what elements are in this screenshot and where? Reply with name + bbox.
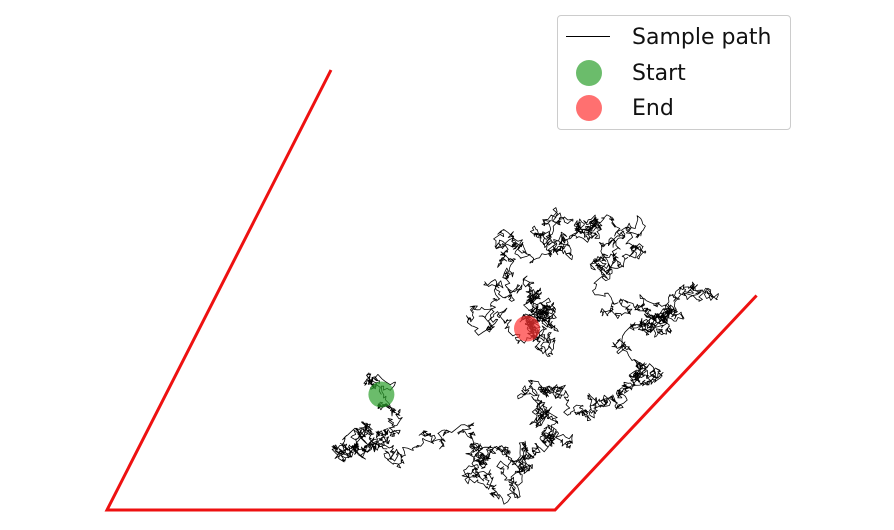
legend-entry-end: End (558, 91, 674, 125)
legend-label-start: Start (632, 60, 686, 86)
legend-line-swatch (558, 20, 620, 54)
legend: Sample path Start End (557, 15, 791, 130)
legend-end-swatch (558, 91, 620, 125)
sample-path-line (331, 207, 719, 505)
marker-layer (368, 315, 540, 408)
start-marker (368, 381, 395, 408)
boundary-layer (104, 69, 758, 512)
end-marker (514, 315, 540, 342)
sample-path-layer (331, 207, 719, 505)
boundary-line (104, 69, 758, 512)
legend-label-end: End (632, 95, 674, 121)
legend-entry-start: Start (558, 56, 686, 90)
legend-start-swatch (558, 56, 620, 90)
legend-entry-sample-path: Sample path (558, 20, 772, 54)
legend-label-sample-path: Sample path (632, 24, 772, 50)
